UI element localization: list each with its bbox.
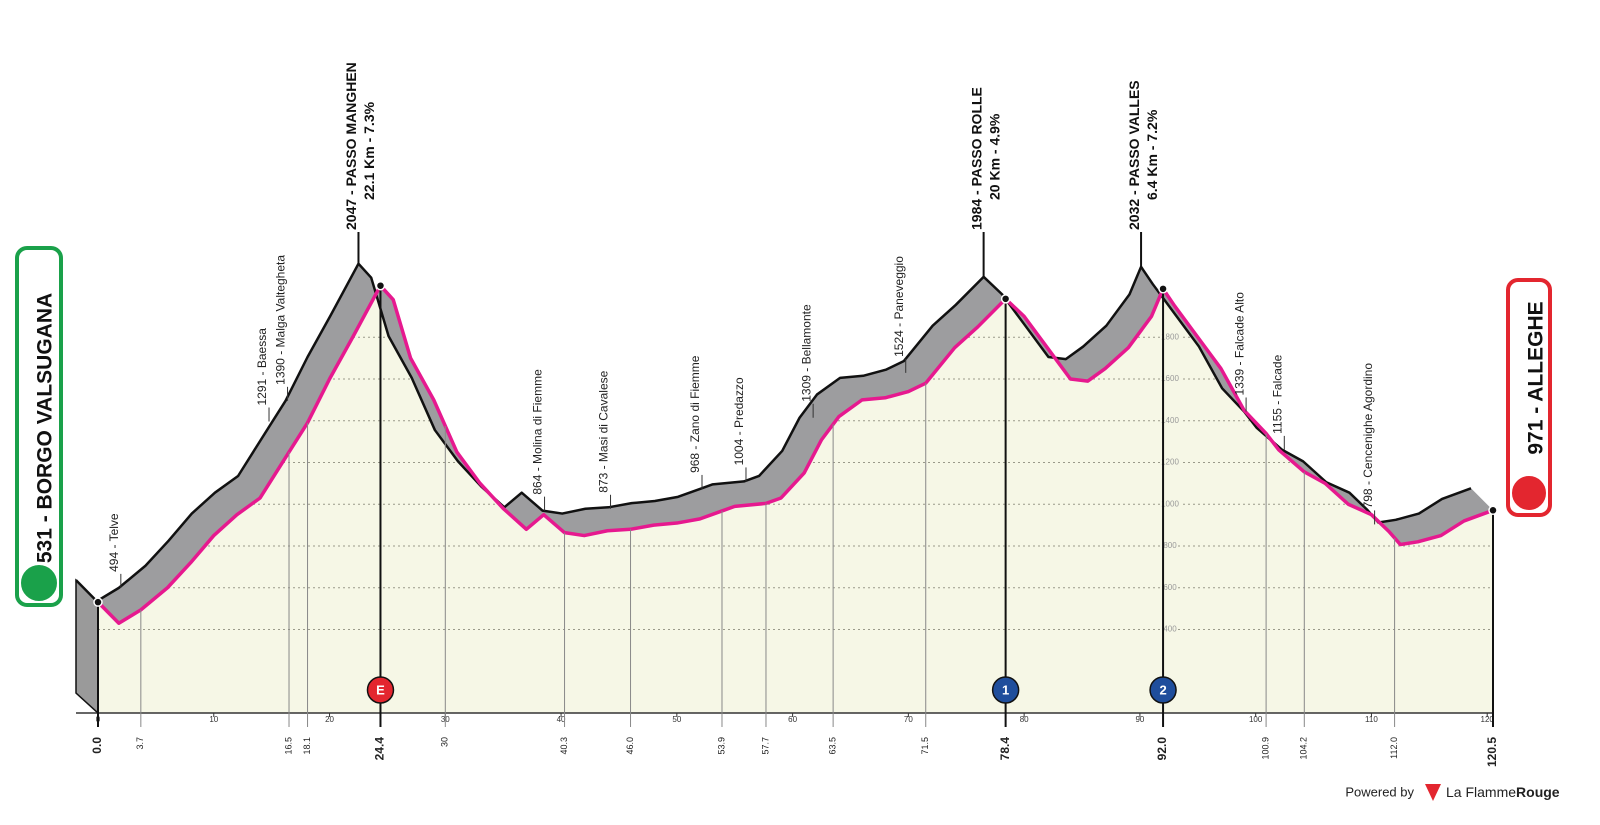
distance-label: 71.5 [920, 737, 930, 755]
distance-label: 40.3 [559, 737, 569, 755]
climb-detail: 6.4 Km - 7.2% [1144, 109, 1160, 200]
distance-label: 100.9 [1260, 737, 1270, 760]
climb-marker [366, 676, 395, 704]
profile-line [96, 283, 1494, 625]
brand: La FlammeRouge [1446, 784, 1560, 800]
y-tick-label: 600 [1163, 583, 1177, 592]
brand-name-bold: Rouge [1516, 784, 1560, 800]
summit-dot [1000, 294, 1011, 304]
distance-label: 92.0 [1155, 737, 1169, 761]
x-tick-label: 20 [325, 715, 334, 724]
waypoint-label: 873 - Masi di Cavalese [597, 370, 611, 492]
start-box [15, 246, 63, 607]
distance-label: 112.0 [1389, 737, 1399, 759]
waypoint-label: 494 - Telve [107, 513, 121, 572]
waypoint-label: 1155 - Falcade [1270, 354, 1284, 433]
x-tick-label: 60 [788, 715, 797, 724]
brand-name: La Flamme [1446, 784, 1516, 800]
waypoint-label: 1390 - Malga Valtegheta [274, 255, 288, 385]
finish-dot [1488, 505, 1498, 516]
distance-label: 16.5 [283, 737, 293, 755]
y-tick-label: 400 [1163, 625, 1177, 634]
x-tick-label: 110 [1365, 715, 1378, 724]
y-tick-label: 800 [1163, 541, 1177, 550]
distance-label: 46.0 [625, 737, 635, 755]
start-dot [93, 597, 103, 607]
y-tick-label: 1600 [1161, 374, 1179, 383]
waypoint-label: 1524 - Paneveggio [892, 256, 906, 357]
start-icon [19, 563, 59, 603]
climb-marker [1149, 676, 1177, 704]
distance-label: 30 [440, 737, 450, 747]
x-tick-label: 120 [1481, 715, 1495, 724]
x-tick-label: 50 [672, 715, 681, 724]
distance-label: 53.9 [716, 737, 726, 755]
climb-marker-label: 1 [1002, 682, 1009, 697]
grid: 400 600 800 1000 1200 1400 1600 1800 [98, 331, 1493, 635]
distance-label: 63.5 [827, 737, 837, 755]
waypoint-label: 864 - Molina di Fiemme [531, 369, 545, 495]
brand-logo [1425, 784, 1441, 801]
waypoint-label: 1004 - Predazzo [732, 377, 746, 465]
distance-label: 104.2 [1299, 737, 1309, 760]
x-tick-label: 40 [557, 715, 566, 724]
y-tick-label: 1000 [1161, 499, 1179, 508]
distance-label: 0.0 [90, 737, 104, 754]
waypoint-label: 1309 - Bellamonte [799, 304, 813, 402]
finish-icon [1510, 474, 1548, 512]
climb-marker-label: 2 [1159, 682, 1166, 697]
distance-label: 120.5 [1485, 737, 1499, 767]
start-label: 531 - BORGO VALSUGANA [34, 293, 57, 563]
profile-fill [98, 285, 1493, 713]
distance-label: 57.7 [760, 737, 770, 755]
summit-dot [1158, 284, 1168, 294]
climb-name: 1984 - PASSO ROLLE [968, 87, 984, 230]
y-tick-label: 1200 [1161, 458, 1179, 467]
waypoint-label: 798 - Cencenighe Agordino [1361, 363, 1375, 509]
waypoint-label: 1291 - Baessa [255, 328, 269, 406]
x-tick-label: 10 [209, 715, 218, 724]
climb-name: 2047 - PASSO MANGHEN [343, 62, 359, 230]
climb-marker [991, 676, 1020, 704]
climb-detail: 22.1 Km - 7.3% [361, 101, 377, 200]
x-tick-label: 80 [1020, 715, 1029, 724]
x-tick-label: 90 [1135, 715, 1144, 724]
y-tick-label: 1800 [1161, 332, 1179, 341]
distance-label: 78.4 [998, 737, 1012, 761]
distance-label: 18.1 [302, 737, 312, 755]
x-tick-label: 70 [904, 715, 913, 724]
climb-name: 2032 - PASSO VALLES [1126, 80, 1142, 230]
climb-detail: 20 Km - 4.9% [986, 113, 1002, 200]
finish-box [1506, 278, 1552, 517]
powered-by: Powered by [1345, 784, 1414, 799]
distance-label: 3.7 [135, 737, 145, 750]
waypoint-label: 1339 - Falcade Alto [1232, 292, 1246, 396]
summit-dot [375, 280, 386, 291]
finish-label: 971 - ALLEGHE [1525, 301, 1548, 454]
waypoint-label: 968 - Zano di Fiemme [688, 355, 702, 473]
distance-label: 24.4 [373, 737, 387, 761]
climb-marker-label: E [376, 682, 385, 697]
y-tick-label: 1400 [1161, 416, 1179, 425]
x-tick-label: 100 [1249, 715, 1263, 724]
